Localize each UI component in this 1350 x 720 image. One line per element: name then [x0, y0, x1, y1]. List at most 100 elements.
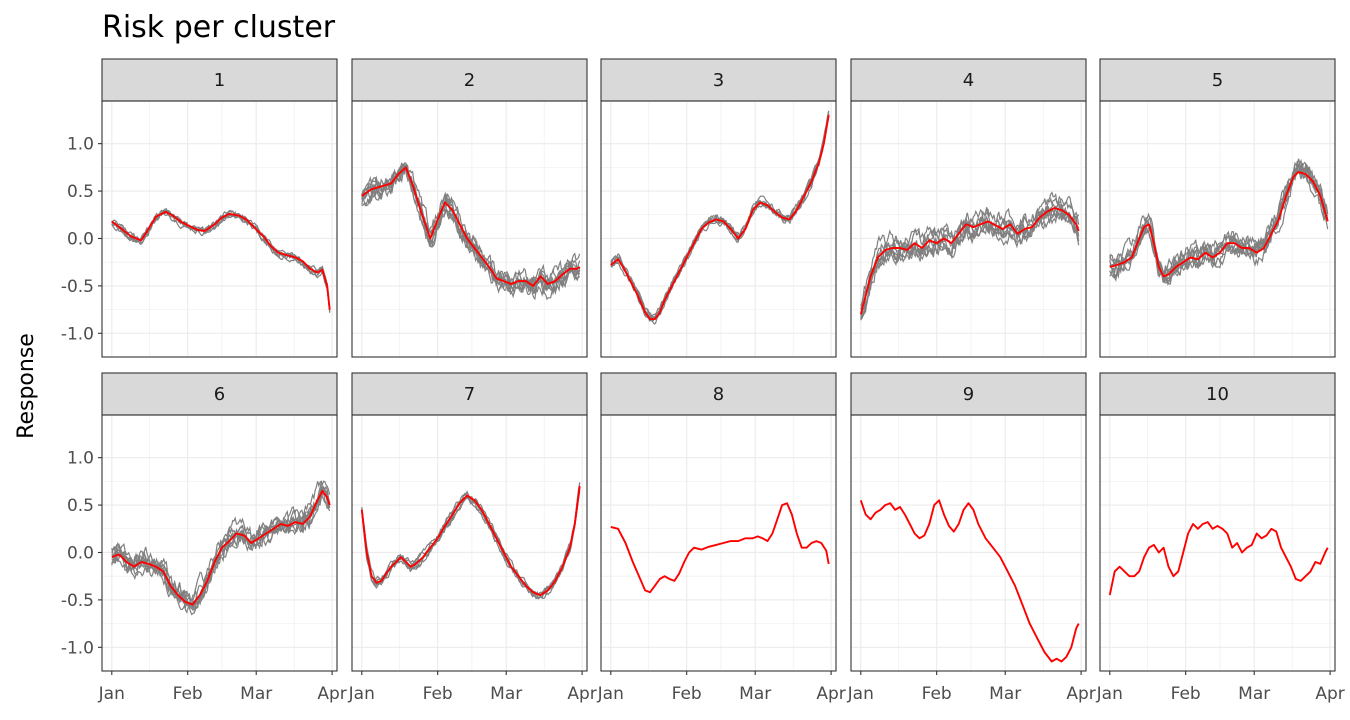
facet-strip — [600, 372, 837, 416]
sample-line — [361, 482, 581, 595]
mean-line-cluster-7 — [360, 485, 581, 597]
x-tick-label: Mar — [739, 684, 771, 704]
panel-border — [101, 414, 338, 672]
x-tick-label: Feb — [922, 684, 952, 704]
panel-gridlines — [851, 101, 1086, 357]
facet-panel-4: 4 — [850, 58, 1087, 358]
sample-line — [111, 209, 331, 312]
panel-border — [101, 100, 338, 358]
y-tick-label: 0.0 — [67, 543, 94, 563]
facet-panel-3: 3 — [600, 58, 837, 358]
facet-strip-label: 10 — [1206, 384, 1229, 405]
x-tick-label: Apr — [317, 684, 346, 704]
x-tick-label: Apr — [567, 684, 596, 704]
y-tick-label: -0.5 — [61, 591, 94, 611]
facet-strip — [101, 372, 338, 416]
mean-line-cluster-5 — [1109, 171, 1329, 278]
x-tick-label: Feb — [1171, 684, 1201, 704]
y-tick-label: 0.5 — [67, 182, 94, 202]
panel-border — [1099, 100, 1336, 358]
x-tick-label: Mar — [1238, 684, 1270, 704]
panel-gridlines — [601, 415, 836, 671]
x-tick-label: Jan — [98, 684, 125, 704]
mean-line-cluster-2 — [361, 166, 581, 287]
facet-panel-1: 1 1.0 0.5 0.0 -0.5 -1.0 — [61, 58, 338, 358]
y-tick-label: -1.0 — [61, 638, 94, 658]
x-tick-label: Feb — [423, 684, 453, 704]
panel-border — [850, 100, 1087, 358]
y-tick-label: 1.0 — [67, 449, 94, 469]
facet-strip — [850, 58, 1087, 102]
x-tick-label: Apr — [816, 684, 845, 704]
facet-panel-6: 6 1.0 0.5 0.0 -0.5 -1.0 Jan Feb Mar Apr — [61, 372, 347, 704]
sample-line — [610, 110, 830, 319]
sample-line — [860, 203, 1080, 317]
panel-border — [600, 414, 837, 672]
panel-gridlines — [851, 415, 1086, 671]
facet-strip-label: 3 — [713, 70, 724, 91]
sample-line — [361, 489, 581, 600]
x-tick-label: Mar — [989, 684, 1021, 704]
panel-gridlines — [352, 415, 587, 671]
mean-line-cluster-6 — [111, 489, 331, 606]
x-tick-label: Mar — [240, 684, 272, 704]
facet-panel-5: 5 — [1099, 58, 1336, 358]
facet-strip-label: 9 — [963, 384, 974, 405]
mean-line-cluster-8 — [610, 502, 830, 594]
x-tick-label: Mar — [490, 684, 522, 704]
x-tick-label: Apr — [1066, 684, 1095, 704]
y-tick-label: -0.5 — [61, 277, 94, 297]
mean-line-cluster-9 — [859, 499, 1080, 663]
panel-gridlines — [352, 101, 587, 357]
mean-line-cluster-4 — [859, 207, 1080, 315]
x-tick-label: Jan — [847, 684, 874, 704]
sample-line — [1109, 158, 1329, 284]
facet-panel-7: 7 Jan Feb Mar Apr — [348, 372, 597, 704]
facet-strip-label: 5 — [1212, 70, 1223, 91]
mean-line-cluster-1 — [111, 210, 331, 310]
y-tick-label: 1.0 — [67, 135, 94, 155]
sample-line — [1109, 163, 1329, 282]
sample-line — [361, 491, 581, 600]
facet-strip-label: 8 — [713, 384, 724, 405]
sample-line — [111, 209, 331, 312]
panel-gridlines — [102, 415, 337, 671]
sample-line — [610, 114, 830, 320]
sample-line — [361, 164, 581, 290]
panel-border — [351, 100, 588, 358]
mean-line-cluster-3 — [610, 115, 830, 321]
mean-line-cluster-10 — [1108, 521, 1329, 596]
facet-strip — [351, 58, 588, 102]
facet-strip-label: 1 — [214, 70, 225, 91]
sample-line — [111, 486, 331, 610]
sample-line — [860, 191, 1080, 307]
y-tick-label: 0.0 — [67, 229, 94, 249]
facet-panels: 1 1.0 0.5 0.0 -0.5 -1.0 2 3 4 5 6 1.0 0.5 0.0 -0.5 -1.0… — [61, 58, 1345, 704]
panel-gridlines — [601, 101, 836, 357]
facet-panel-2: 2 — [351, 58, 588, 358]
facet-panel-9: 9 Jan Feb Mar Apr — [847, 372, 1096, 704]
sample-line — [361, 162, 581, 301]
sample-line — [361, 162, 581, 295]
x-tick-label: Jan — [597, 684, 624, 704]
facet-strip — [101, 58, 338, 102]
chart-title: Risk per cluster — [102, 10, 336, 45]
sample-line — [1109, 160, 1329, 278]
facet-strip — [1099, 58, 1336, 102]
panel-border — [850, 414, 1087, 672]
facet-panel-10: 10 Jan Feb Mar Apr — [1096, 372, 1345, 704]
sample-line — [111, 480, 331, 603]
facet-strip — [600, 58, 837, 102]
panel-gridlines — [102, 101, 337, 357]
panel-gridlines — [1100, 415, 1335, 671]
panel-border — [600, 100, 837, 358]
facet-strip-label: 2 — [464, 70, 475, 91]
sample-line — [361, 163, 581, 299]
sample-line — [361, 163, 581, 301]
facet-panel-8: 8 Jan Feb Mar Apr — [597, 372, 846, 704]
panel-gridlines — [1100, 101, 1335, 357]
x-tick-label: Feb — [672, 684, 702, 704]
sample-line — [610, 114, 830, 320]
panel-border — [351, 414, 588, 672]
